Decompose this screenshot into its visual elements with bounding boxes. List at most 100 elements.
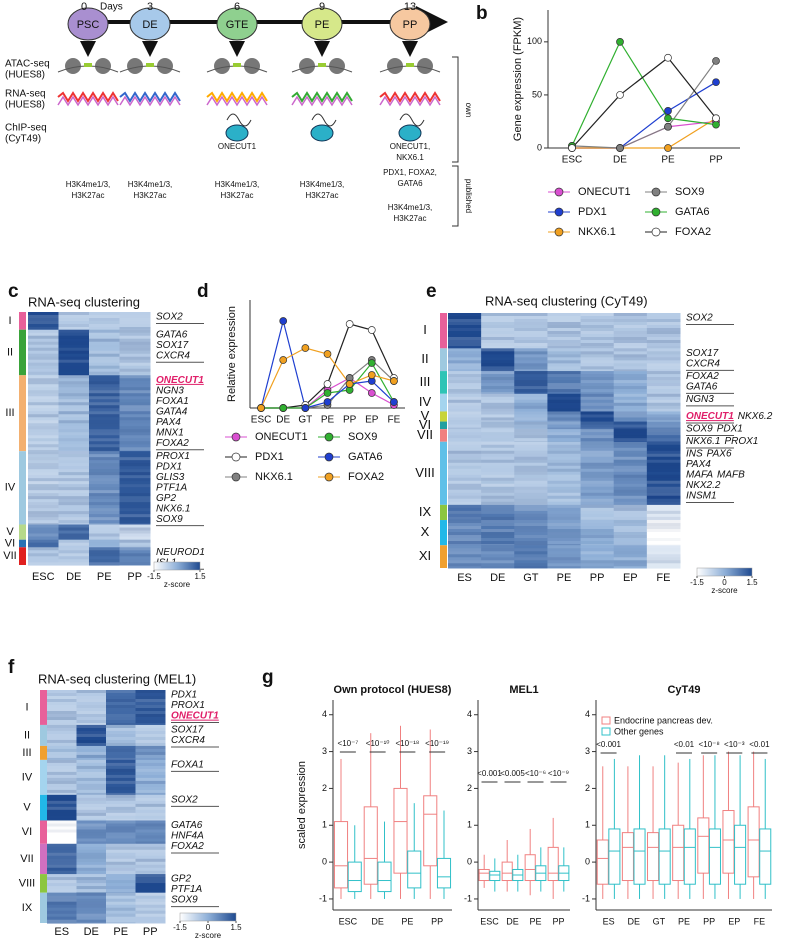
texture [77,693,107,696]
heatmap-cell [106,892,136,924]
texture [448,343,482,346]
heatmap-cell [28,547,59,566]
texture [47,765,77,769]
column-label: PP [143,926,158,938]
cluster-label: I [423,322,427,337]
texture [614,366,648,369]
texture [646,405,681,409]
texture [76,759,107,763]
texture [514,417,548,421]
texture [135,892,166,896]
texture [106,777,136,781]
texture [58,312,90,315]
texture [76,829,107,833]
heatmap-cell [47,690,77,726]
texture [481,411,515,415]
texture [89,539,120,543]
texture [613,374,648,378]
texture [514,538,548,541]
texture [119,460,151,464]
texture [580,507,615,511]
p-value: <0.005 [500,769,525,778]
texture [58,420,90,424]
nucleosome [329,58,345,74]
texture [448,392,482,394]
texture [89,466,120,470]
texture [514,427,548,430]
texture [547,351,582,355]
stage-day: 6 [234,1,240,13]
texture [580,532,615,536]
texture [59,339,90,342]
texture [448,493,482,496]
texture [47,892,77,893]
texture [547,438,581,441]
y-tick-label: 3 [322,746,327,756]
p-value: <0.001 [477,769,502,778]
rna-strand [119,95,181,107]
texture [47,832,77,835]
texture [580,331,615,334]
texture [136,920,166,923]
texture [47,786,77,790]
heatmap-cell [481,411,515,423]
cluster-bar [440,393,447,412]
texture [547,425,581,428]
y-axis-label: Relative expression [226,306,238,402]
texture [448,441,482,445]
colorbar-tick-label: 0 [722,578,727,587]
texture [106,748,136,752]
texture [89,511,120,515]
texture [613,444,648,448]
texture [47,904,77,908]
nucleosome [214,58,230,74]
texture [613,334,648,337]
cluster-bar [40,690,47,725]
texture [47,711,77,714]
heatmap-cell [580,313,615,349]
texture [646,486,681,490]
colorbar-tick-label: 1.5 [746,578,758,587]
heatmap-cell [613,371,648,395]
texture [89,505,120,508]
texture [120,487,151,490]
texture [481,532,515,536]
texture [448,429,482,432]
heatmap-cell [514,421,548,430]
heatmap-cell [448,421,482,430]
texture [580,529,615,533]
texture [28,438,59,442]
texture [514,456,548,460]
texture [120,543,151,546]
series-line [572,117,717,149]
gene-label: CXCR4 [686,358,720,369]
texture [119,463,151,467]
texture [47,867,77,871]
heatmap-cell [580,545,615,569]
texture [89,545,120,548]
y-tick-label: 0 [467,856,472,866]
texture [58,324,90,327]
texture [47,795,77,798]
texture [448,551,482,555]
texture [646,411,681,415]
texture [76,880,107,884]
texture [580,563,615,567]
texture [547,504,582,508]
texture [89,517,120,521]
heatmap-cell [580,411,615,423]
p-value: <10⁻¹⁰ [366,739,390,748]
texture [448,444,482,448]
texture [119,511,151,515]
texture [119,344,151,348]
texture [613,465,648,469]
texture [106,858,136,862]
texture [58,399,90,403]
cluster-label: VIII [415,465,435,480]
texture [481,346,515,349]
texture [647,389,681,392]
texture [89,533,120,537]
texture [135,742,166,746]
texture [136,883,166,886]
